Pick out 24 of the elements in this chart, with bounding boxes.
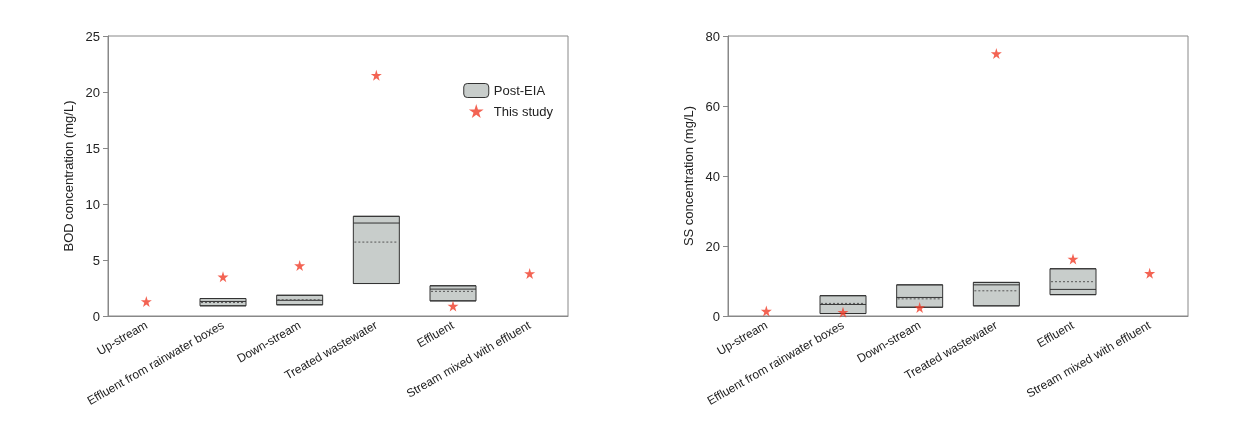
y-tick-label: 0 [92,308,100,324]
y-tick-label: 20 [85,84,100,100]
legend-label: Post-EIA [493,83,546,98]
y-tick-label: 15 [85,140,100,156]
point [990,48,1002,59]
legend-label: This study [493,103,554,119]
point [370,69,382,81]
point [914,302,926,314]
point [837,306,849,318]
y-tick-label: 40 [705,168,720,184]
y-axis-title: SS concentration (mg/L) [680,105,696,247]
point [140,295,152,307]
point [294,260,306,272]
point [1144,267,1156,279]
point [524,267,536,279]
point [760,305,772,317]
y-tick-label: 10 [85,196,100,212]
y-tick-label: 0 [712,308,720,324]
y-tick-label: 80 [705,28,720,44]
y-tick-label: 60 [705,98,720,114]
y-tick-label: 5 [92,252,100,268]
y-tick-label: 25 [85,28,100,44]
y-axis-title: BOD concentration (mg/L) [60,100,76,252]
y-tick-label: 20 [705,238,720,254]
